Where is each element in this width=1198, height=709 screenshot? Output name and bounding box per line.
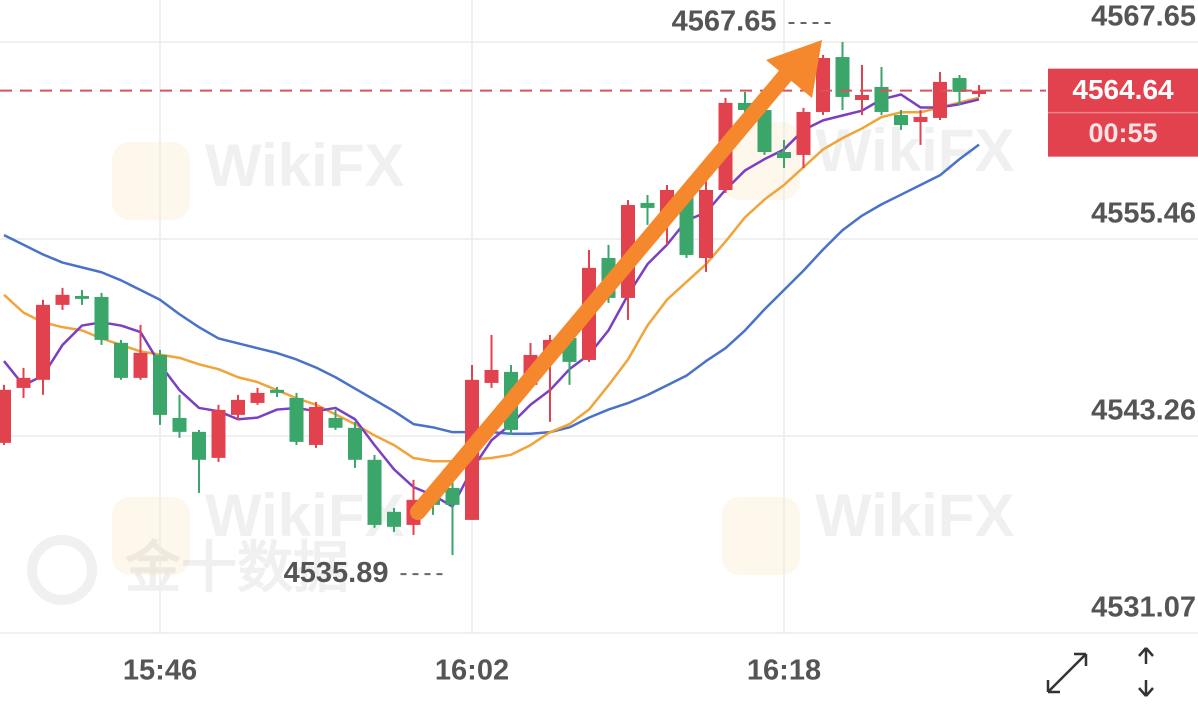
candle-body xyxy=(484,369,499,383)
watermark-logo xyxy=(112,142,190,220)
candle-body xyxy=(16,377,31,388)
watermark-text-cn: 金十数据 xyxy=(124,536,349,599)
trend-arrow xyxy=(410,40,822,520)
candle-body xyxy=(36,304,50,380)
candle-body xyxy=(445,487,460,505)
candle-body xyxy=(133,352,148,378)
candle-body xyxy=(309,406,323,445)
watermark-text: WikiFX xyxy=(815,482,1014,549)
arrow-head xyxy=(766,40,822,98)
candle-body xyxy=(348,427,362,460)
x-tick-label: 16:18 xyxy=(747,655,821,687)
countdown-label: 00:55 xyxy=(1088,118,1157,148)
labels: 4531.07 4543.26 4555.46 4567.65 15:46 16:02 16… xyxy=(0,1,1198,687)
candle-body xyxy=(913,116,928,122)
candle-body xyxy=(816,58,830,112)
candle-body xyxy=(231,399,245,415)
candle-body xyxy=(777,152,791,159)
candle-body xyxy=(952,78,967,92)
price-tag xyxy=(1048,68,1198,157)
x-tick-label: 15:46 xyxy=(123,655,197,687)
x-tick-label: 16:02 xyxy=(435,655,509,687)
candle-body xyxy=(874,86,889,112)
watermark-logo xyxy=(27,535,97,605)
y-tick-label: 4555.46 xyxy=(1091,198,1196,230)
watermark-logo xyxy=(112,497,190,575)
candle-body xyxy=(192,431,206,460)
candle-body xyxy=(796,111,811,155)
zoom-icons xyxy=(1046,647,1154,697)
candle-body xyxy=(94,296,109,340)
candle-body xyxy=(114,342,128,378)
watermark-text: WikiFX xyxy=(205,132,404,199)
y-tick-label: 4567.65 xyxy=(1091,1,1196,33)
high-label: 4567.65 xyxy=(672,6,777,38)
candle-body xyxy=(270,389,284,393)
watermark-text: WikiFX xyxy=(815,117,1014,184)
candle-body xyxy=(757,110,772,153)
candle-body xyxy=(172,417,187,432)
candle-body xyxy=(211,409,226,458)
resize-icon xyxy=(1138,647,1154,697)
candle-body xyxy=(0,389,11,443)
candle-body xyxy=(855,94,869,101)
candle-body xyxy=(933,81,947,118)
current-price-label: 4564.64 xyxy=(1072,74,1174,105)
watermark-logo xyxy=(722,497,800,575)
arrow-shaft xyxy=(410,62,798,520)
candle-body xyxy=(738,102,752,111)
y-tick-label: 4543.26 xyxy=(1091,395,1196,427)
candle-body xyxy=(387,511,401,527)
candle-body xyxy=(75,295,89,299)
expand-icon xyxy=(1046,652,1088,694)
low-label: 4535.89 xyxy=(284,557,389,589)
candle-body xyxy=(894,115,908,126)
candle-body xyxy=(640,202,655,208)
candle-body xyxy=(835,57,850,97)
candle-body xyxy=(153,354,167,415)
candle-body xyxy=(972,90,986,95)
candle-body xyxy=(289,397,304,442)
y-tick-label: 4531.07 xyxy=(1091,592,1196,624)
candle-body xyxy=(250,392,265,403)
watermarks: WikiFX WikiFX WikiFX WikiFX 金十数据 xyxy=(27,117,1014,605)
candle-body xyxy=(367,459,382,525)
candle-body xyxy=(699,189,713,259)
candle-body xyxy=(55,294,70,305)
candle-body xyxy=(328,417,343,428)
